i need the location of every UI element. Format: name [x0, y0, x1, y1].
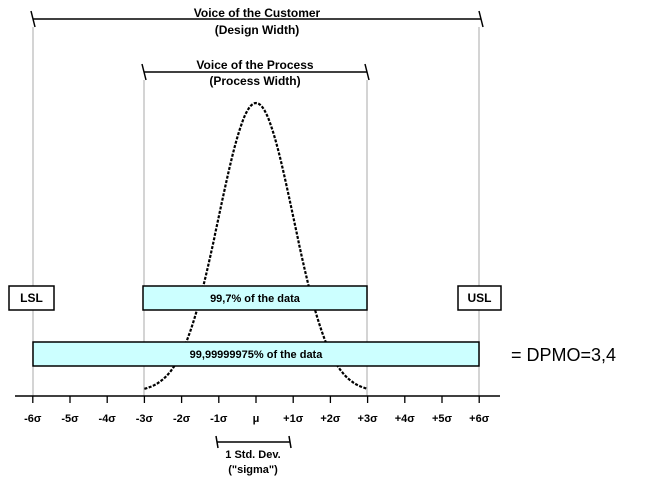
lsl-label: LSL: [20, 291, 43, 305]
sigma-label: ("sigma"): [228, 464, 278, 476]
std-dev-bracket: [215, 435, 292, 449]
std-dev-label: 1 Std. Dev.: [225, 449, 280, 461]
tick-label: -1σ: [210, 413, 228, 425]
axis-tick-marks: [32, 396, 480, 403]
tick-label: -3σ: [136, 413, 154, 425]
tick-label: +3σ: [358, 413, 379, 425]
dpmo-label: = DPMO=3,4: [511, 345, 616, 365]
six-sigma-band: 99,99999975% of the data: [32, 341, 480, 367]
three-sigma-band-label: 99,7% of the data: [210, 293, 301, 305]
voice-of-process-subtitle: (Process Width): [209, 74, 300, 88]
voice-of-customer-bracket: [30, 10, 484, 28]
tick-label: +5σ: [432, 413, 453, 425]
six-sigma-band-label: 99,99999975% of the data: [190, 349, 324, 361]
tick-label: -6σ: [24, 413, 42, 425]
tick-label: -4σ: [99, 413, 117, 425]
tick-label: -5σ: [61, 413, 79, 425]
tick-label: μ: [253, 413, 260, 425]
voice-of-process-bracket: [141, 63, 370, 81]
voice-of-process-title: Voice of the Process: [196, 58, 313, 72]
tick-label: +2σ: [320, 413, 341, 425]
tick-label: +6σ: [469, 413, 490, 425]
usl-box: USL: [457, 285, 502, 311]
tick-label: -2σ: [173, 413, 191, 425]
voice-of-customer-subtitle: (Design Width): [215, 23, 300, 37]
voice-of-customer-title: Voice of the Customer: [194, 6, 321, 20]
tick-label: +1σ: [283, 413, 304, 425]
axis-tick-labels: -6σ -5σ -4σ -3σ -2σ -1σ μ +1σ +2σ +3σ +4σ +5σ +6σ: [24, 413, 490, 425]
usl-label: USL: [468, 291, 492, 305]
three-sigma-band: 99,7% of the data: [142, 285, 368, 311]
lsl-box: LSL: [8, 285, 55, 311]
tick-label: +4σ: [395, 413, 416, 425]
